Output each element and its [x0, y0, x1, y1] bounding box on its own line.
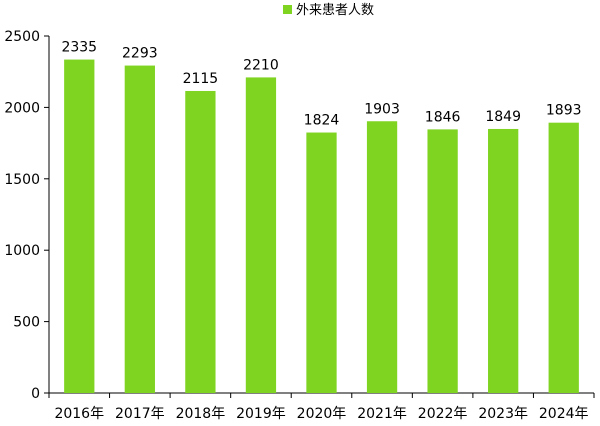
x-tick-label: 2019年	[236, 406, 286, 422]
data-label: 2335	[61, 40, 97, 56]
legend-label: 外来患者人数	[296, 3, 374, 18]
bar	[366, 121, 398, 394]
data-label: 2115	[183, 71, 219, 87]
y-tick-label: 1000	[4, 243, 40, 259]
y-tick-label: 500	[13, 315, 40, 331]
bar	[124, 65, 155, 393]
data-label: 2210	[243, 57, 279, 73]
data-label: 1849	[485, 109, 521, 125]
x-tick-label: 2022年	[418, 406, 468, 422]
data-label: 1846	[425, 109, 461, 125]
y-axis-ticks: 0 500 1000 1500 2000 2500	[4, 29, 49, 402]
data-labels: 2335 2293 2115 2210 1824 1903 1846 1849 1893	[61, 40, 581, 129]
data-label: 1903	[364, 101, 400, 117]
bar	[245, 77, 277, 394]
x-tick-label: 2024年	[539, 406, 589, 422]
bar	[427, 129, 458, 393]
data-label: 1893	[546, 103, 582, 119]
y-tick-label: 2500	[4, 29, 40, 45]
bar	[488, 128, 519, 393]
bar	[306, 132, 337, 393]
legend: 外来患者人数	[283, 3, 374, 18]
x-tick-label: 2021年	[357, 406, 407, 422]
x-axis-ticks: 2016年 2017年 2018年 2019年 2020年 2021年 2022年 2023年…	[48, 393, 595, 422]
y-tick-label: 0	[31, 386, 40, 402]
x-tick-label: 2023年	[478, 406, 528, 422]
bars	[64, 59, 579, 394]
data-label: 2293	[122, 46, 158, 62]
x-tick-label: 2016年	[54, 406, 104, 422]
legend-swatch	[283, 5, 292, 14]
bar	[64, 59, 95, 393]
x-tick-label: 2020年	[297, 406, 347, 422]
bar	[548, 122, 579, 394]
x-tick-label: 2017年	[115, 406, 165, 422]
bar	[185, 90, 216, 393]
x-tick-label: 2018年	[176, 406, 226, 422]
y-tick-label: 1500	[4, 172, 40, 188]
data-label: 1824	[304, 113, 340, 129]
y-tick-label: 2000	[4, 100, 40, 116]
